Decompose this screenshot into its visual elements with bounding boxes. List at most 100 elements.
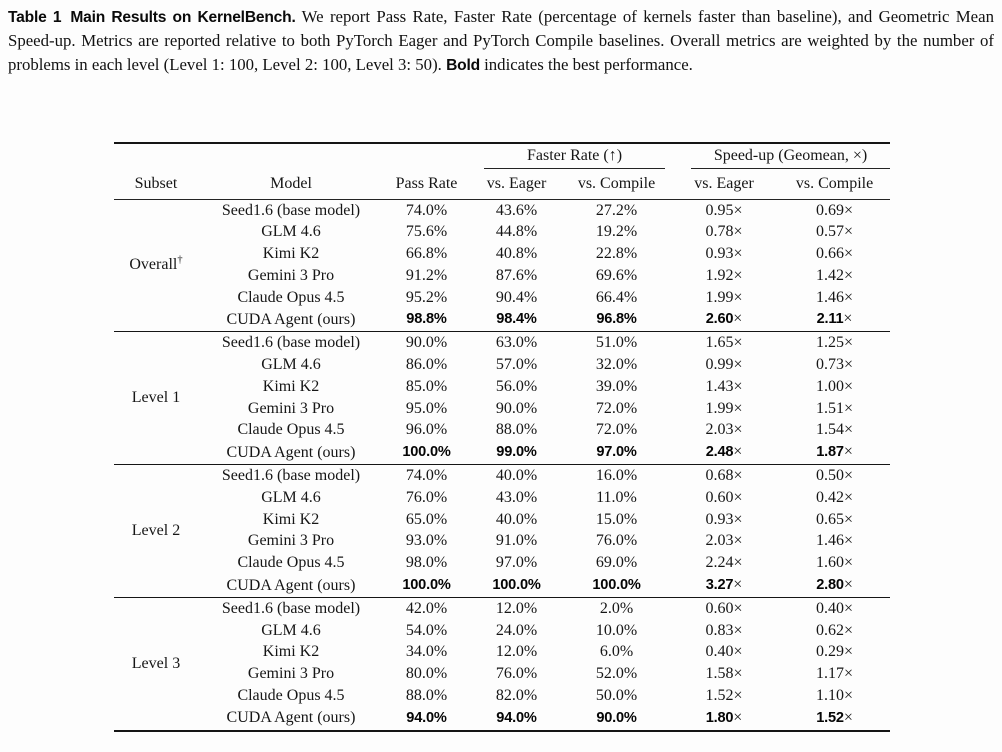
subset-label: Level 1 xyxy=(114,331,198,465)
percent-value: 94.0% xyxy=(406,709,447,726)
percent-value: 50.0% xyxy=(595,687,638,705)
times-sign: × xyxy=(733,288,743,306)
group-header-spacer xyxy=(114,143,469,170)
faster-vs-eager-cell: 98.4% xyxy=(469,308,564,331)
speedup-vs-eager-cell: 0.83× xyxy=(669,620,779,642)
percent-value: 66.4% xyxy=(595,288,638,306)
percent-value: 88.0% xyxy=(405,687,448,705)
table-row: Kimi K2 34.0% 12.0% 6.0% 0.40× 0.29× xyxy=(114,641,890,663)
percent-value: 66.8% xyxy=(405,245,448,263)
model-cell: Kimi K2 xyxy=(262,245,320,263)
table-row: CUDA Agent (ours) 98.8% 98.4% 96.8% 2.60× 2.1… xyxy=(114,308,890,331)
faster-vs-eager-cell: 43.0% xyxy=(469,487,564,509)
percent-value: 75.6% xyxy=(405,223,448,241)
percent-value: 54.0% xyxy=(405,621,448,639)
pass-rate-cell: 74.0% xyxy=(384,199,469,221)
percent-value: 44.8% xyxy=(495,223,538,241)
speedup-value: 2.11 xyxy=(816,311,844,328)
times-sign: × xyxy=(844,643,854,661)
speedup-vs-eager-cell: 0.95× xyxy=(669,199,779,221)
speedup-vs-eager-cell: 2.48× xyxy=(669,441,779,464)
model-cell: Gemini 3 Pro xyxy=(247,266,335,284)
pass-rate-cell: 95.0% xyxy=(384,398,469,420)
model-cell: Claude Opus 4.5 xyxy=(237,554,345,572)
pass-rate-cell: 74.0% xyxy=(384,464,469,487)
speedup-value: 0.29 xyxy=(816,643,844,661)
times-sign: × xyxy=(844,399,854,417)
faster-vs-compile-cell: 15.0% xyxy=(564,509,669,531)
times-sign: × xyxy=(733,443,743,461)
percent-value: 91.2% xyxy=(405,266,448,284)
speedup-value: 1.43 xyxy=(705,377,734,395)
speedup-vs-eager-cell: 0.40× xyxy=(669,641,779,663)
times-sign: × xyxy=(844,288,854,306)
model-cell: CUDA Agent (ours) xyxy=(226,443,356,461)
faster-vs-compile-cell: 2.0% xyxy=(564,596,670,620)
speedup-value: 3.27 xyxy=(705,577,734,594)
table-row: Level 2 Seed1.6 (base model) 74.0% 40.0% 16.… xyxy=(114,464,891,598)
model-cell: Kimi K2 xyxy=(262,510,320,528)
speedup-value: 0.93 xyxy=(705,510,734,528)
percent-value: 95.0% xyxy=(405,399,448,417)
subset-label: Level 3 xyxy=(114,596,198,731)
pass-rate-cell: 98.0% xyxy=(384,552,469,574)
times-sign: × xyxy=(844,599,854,617)
speedup-vs-compile-cell: 1.42× xyxy=(779,265,890,287)
times-sign: × xyxy=(843,708,853,726)
faster-vs-compile-cell: 90.0% xyxy=(564,707,669,731)
speedup-vs-compile-cell: 0.66× xyxy=(779,243,890,265)
speedup-value: 0.60 xyxy=(705,599,734,617)
model-cell: GLM 4.6 xyxy=(261,621,321,639)
percent-value: 40.0% xyxy=(495,467,538,485)
faster-vs-compile-cell: 39.0% xyxy=(564,376,669,398)
times-sign: × xyxy=(844,554,854,572)
speedup-vs-compile-cell: 0.62× xyxy=(779,620,890,642)
percent-value: 34.0% xyxy=(405,643,448,661)
pass-rate-cell: 42.0% xyxy=(384,596,469,620)
table-body: Overall† Seed1.6 (base model) 74.0% 43.6% 27… xyxy=(114,199,891,731)
speedup-vs-compile-cell: 2.80× xyxy=(779,574,890,597)
percent-value: 52.0% xyxy=(595,665,638,683)
caption-body: We report Pass Rate, Faster Rate (percen… xyxy=(8,7,994,74)
percent-value: 2.0% xyxy=(599,599,634,617)
percent-value: 72.0% xyxy=(595,421,638,439)
percent-value: 96.8% xyxy=(596,311,637,328)
speedup-vs-eager-cell: 1.99× xyxy=(669,398,779,420)
table-row: Gemini 3 Pro 95.0% 90.0% 72.0% 1.99× 1.51× xyxy=(114,398,890,420)
table-row: Gemini 3 Pro 80.0% 76.0% 52.0% 1.58× 1.17× xyxy=(114,663,890,685)
model-cell: Kimi K2 xyxy=(262,643,320,661)
pass-rate-cell: 95.2% xyxy=(384,287,469,309)
faster-vs-eager-cell: 99.0% xyxy=(469,441,564,464)
times-sign: × xyxy=(733,334,743,352)
table-row: Gemini 3 Pro 91.2% 87.6% 69.6% 1.92× 1.42× xyxy=(114,265,890,287)
faster-vs-compile-cell: 51.0% xyxy=(564,331,670,355)
percent-value: 88.0% xyxy=(495,421,538,439)
faster-vs-compile-cell: 69.6% xyxy=(564,265,669,287)
speedup-value: 0.93 xyxy=(705,245,734,263)
times-sign: × xyxy=(844,201,854,219)
percent-value: 40.8% xyxy=(495,245,538,263)
percent-value: 51.0% xyxy=(595,334,638,352)
speedup-vs-compile-cell: 1.46× xyxy=(779,287,890,309)
percent-value: 100.0% xyxy=(592,577,641,594)
percent-value: 99.0% xyxy=(496,444,537,461)
faster-vs-compile-cell: 66.4% xyxy=(564,287,669,309)
percent-value: 90.4% xyxy=(495,288,538,306)
table-row: GLM 4.6 54.0% 24.0% 10.0% 0.83× 0.62× xyxy=(114,620,890,642)
speedup-value: 0.60 xyxy=(705,488,734,506)
percent-value: 100.0% xyxy=(492,577,541,594)
percent-value: 32.0% xyxy=(595,356,638,374)
faster-vs-compile-cell: 10.0% xyxy=(564,620,669,642)
percent-value: 90.0% xyxy=(495,399,538,417)
speedup-value: 0.83 xyxy=(705,621,734,639)
caption-title: Main Results on KernelBench. xyxy=(70,9,296,26)
table-row: Gemini 3 Pro 93.0% 91.0% 76.0% 2.03× 1.46× xyxy=(114,530,890,552)
speedup-value: 0.57 xyxy=(816,223,844,241)
group-header-row: Faster Rate (↑) Speed-up (Geomean, ×) xyxy=(114,143,891,170)
percent-value: 43.0% xyxy=(495,488,538,506)
model-cell: Seed1.6 (base model) xyxy=(198,464,384,487)
percent-value: 19.2% xyxy=(595,223,638,241)
percent-value: 76.0% xyxy=(595,532,638,550)
model-cell: Gemini 3 Pro xyxy=(247,665,335,683)
speedup-value: 1.54 xyxy=(816,421,844,439)
